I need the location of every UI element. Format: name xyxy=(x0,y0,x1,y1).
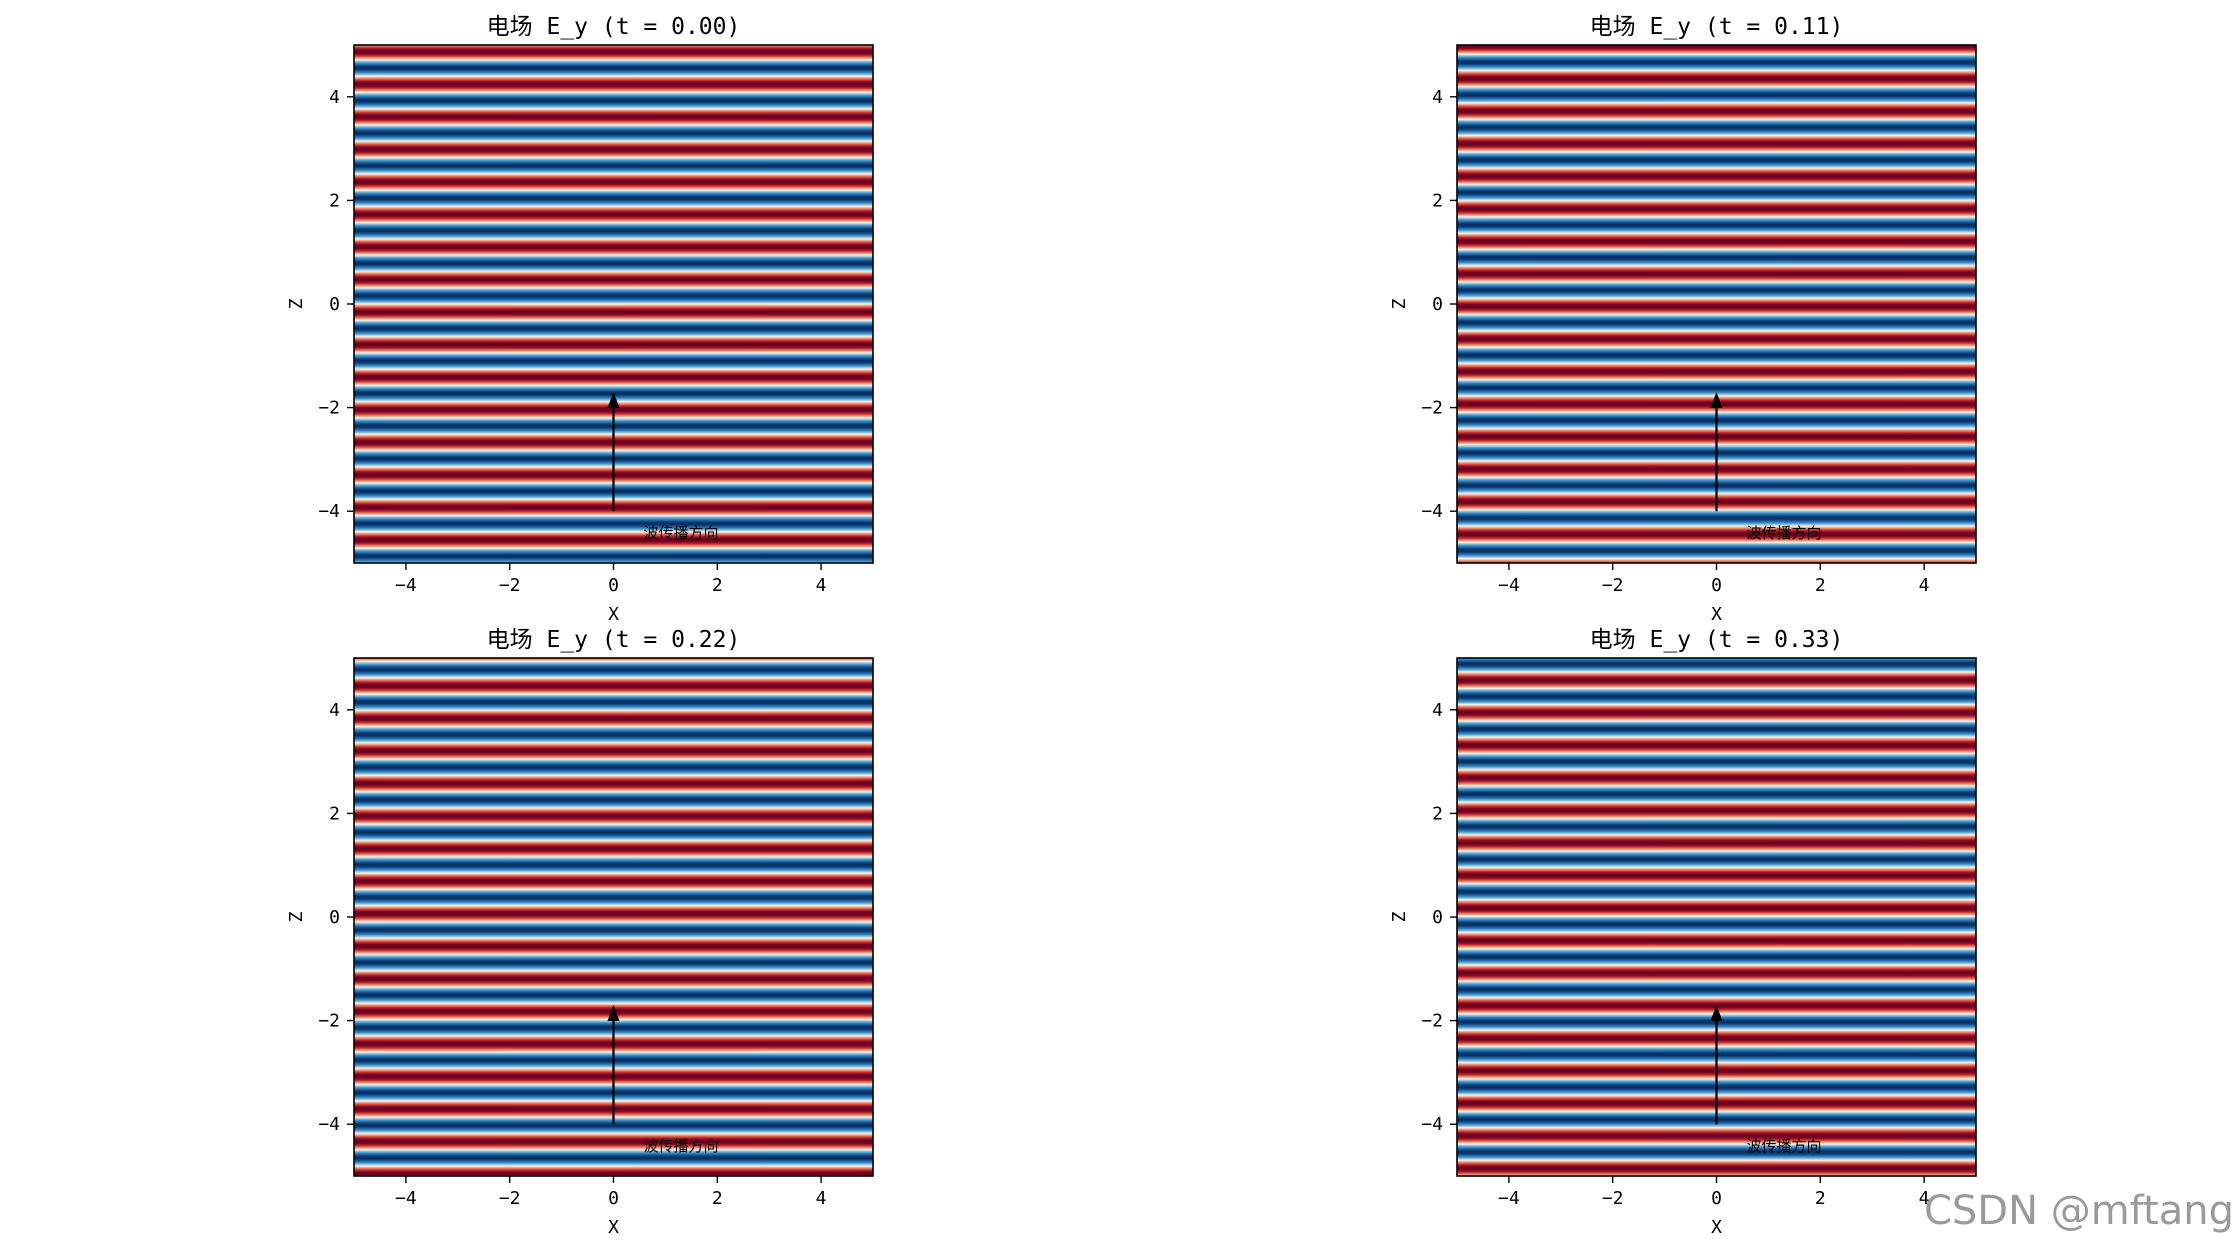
y-tick-label: 4 xyxy=(329,700,340,721)
subplot-3: −4 −2 0 2 4 −4 −2 0 2 4 X Z 电场 E_y (t = 0.22) 波传播方向 xyxy=(286,627,874,1238)
y-tick-label: 0 xyxy=(329,907,340,928)
subplot-2: −4 −2 0 2 4 −4 −2 0 2 4 X Z 电场 E_y (t = 0.11) 波传播方向 xyxy=(1389,14,1977,625)
subplot-title: 电场 E_y (t = 0.00) xyxy=(487,14,741,40)
x-tick-label: −4 xyxy=(1498,1188,1520,1209)
y-tick-label: 2 xyxy=(329,803,340,824)
subplot-1: −4 −2 0 2 4 −4 −2 0 2 4 X Z 电场 E_y (t = 0.00) 波传播方向 xyxy=(286,14,874,625)
y-tick-label: 4 xyxy=(329,87,340,108)
x-tick-label: 4 xyxy=(816,1188,827,1209)
y-tick-label: 4 xyxy=(1432,700,1443,721)
propagation-arrow-head xyxy=(1710,392,1723,409)
x-tick-label: −2 xyxy=(499,575,521,596)
y-tick-label: 2 xyxy=(329,190,340,211)
y-tick-label: 0 xyxy=(1432,907,1443,928)
y-tick-label: −4 xyxy=(1421,501,1443,522)
subplot-title: 电场 E_y (t = 0.33) xyxy=(1590,627,1844,653)
x-tick-label: −2 xyxy=(1602,575,1624,596)
propagation-arrow-head xyxy=(1710,1005,1723,1022)
x-tick-label: −4 xyxy=(1498,575,1520,596)
subplot-4: −4 −2 0 2 4 −4 −2 0 2 4 X Z 电场 E_y (t = 0.33) 波传播方向 xyxy=(1389,627,1977,1238)
x-tick-label: 2 xyxy=(712,575,723,596)
y-tick-label: −2 xyxy=(318,1011,340,1032)
y-axis-label: Z xyxy=(1389,911,1410,922)
y-axis-label: Z xyxy=(286,911,307,922)
x-tick-label: 0 xyxy=(608,1188,619,1209)
subplot-title: 电场 E_y (t = 0.11) xyxy=(1590,14,1844,40)
x-tick-label: 4 xyxy=(816,575,827,596)
y-tick-label: 2 xyxy=(1432,190,1443,211)
x-tick-label: 2 xyxy=(1815,1188,1826,1209)
y-tick-label: 0 xyxy=(1432,294,1443,315)
propagation-annotation: 波传播方向 xyxy=(643,1137,718,1155)
y-tick-label: −2 xyxy=(1421,1011,1443,1032)
propagation-annotation: 波传播方向 xyxy=(643,524,718,542)
x-tick-label: 2 xyxy=(1815,575,1826,596)
x-axis-label: X xyxy=(608,604,619,625)
y-axis-label: Z xyxy=(1389,298,1410,309)
x-tick-label: 4 xyxy=(1919,575,1930,596)
propagation-annotation: 波传播方向 xyxy=(1746,1137,1821,1155)
x-axis-label: X xyxy=(1711,604,1722,625)
y-tick-label: −2 xyxy=(318,398,340,419)
x-tick-label: −2 xyxy=(1602,1188,1624,1209)
x-tick-label: 4 xyxy=(1919,1188,1930,1209)
y-tick-label: 2 xyxy=(1432,803,1443,824)
y-tick-label: −4 xyxy=(1421,1114,1443,1135)
propagation-annotation: 波传播方向 xyxy=(1746,524,1821,542)
x-tick-label: −4 xyxy=(395,575,417,596)
subplot-title: 电场 E_y (t = 0.22) xyxy=(487,627,741,653)
y-tick-label: −4 xyxy=(318,501,340,522)
y-tick-label: 0 xyxy=(329,294,340,315)
x-tick-label: −2 xyxy=(499,1188,521,1209)
y-tick-label: 4 xyxy=(1432,87,1443,108)
y-tick-label: −2 xyxy=(1421,398,1443,419)
x-tick-label: −4 xyxy=(395,1188,417,1209)
y-tick-label: −4 xyxy=(318,1114,340,1135)
x-tick-label: 2 xyxy=(712,1188,723,1209)
x-tick-label: 0 xyxy=(1711,1188,1722,1209)
x-tick-label: 0 xyxy=(608,575,619,596)
y-axis-label: Z xyxy=(286,298,307,309)
watermark: CSDN @mftang xyxy=(1923,1188,2234,1234)
x-axis-label: X xyxy=(608,1217,619,1238)
x-axis-label: X xyxy=(1711,1217,1722,1238)
x-tick-label: 0 xyxy=(1711,575,1722,596)
propagation-arrow-head xyxy=(607,392,620,409)
propagation-arrow-head xyxy=(607,1005,620,1022)
